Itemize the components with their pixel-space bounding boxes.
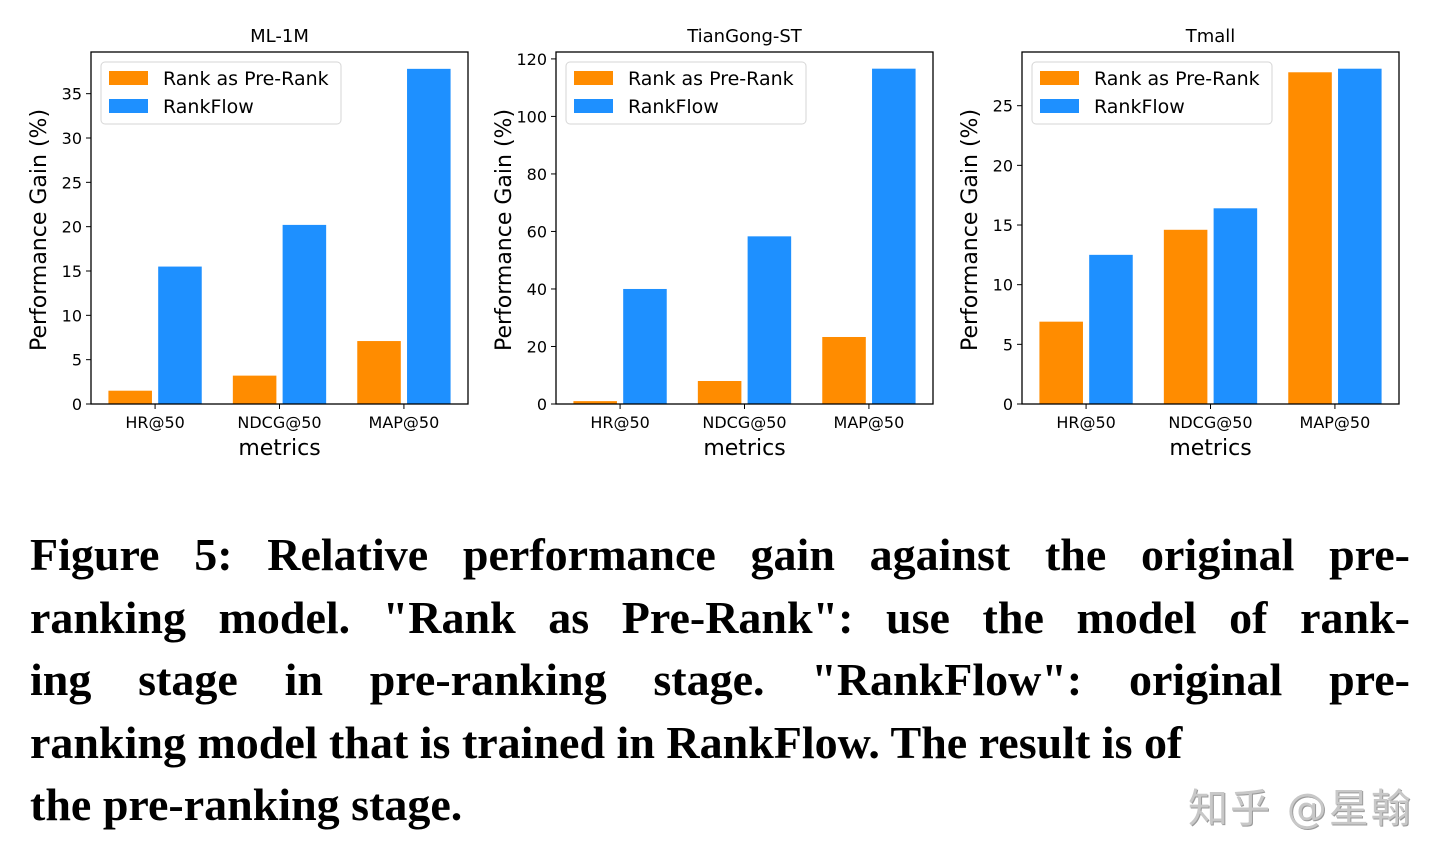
y-tick-label: 0 bbox=[72, 395, 82, 414]
legend-label: RankFlow bbox=[1094, 96, 1185, 118]
caption-line-2: ranking model. "Rank as Pre-Rank": use t… bbox=[30, 591, 1410, 643]
y-tick-label: 20 bbox=[993, 156, 1013, 175]
x-tick-label: NDCG@50 bbox=[237, 413, 321, 432]
y-axis-label: Performance Gain (%) bbox=[27, 109, 52, 351]
bar-rankflow bbox=[407, 68, 451, 404]
y-tick-label: 25 bbox=[993, 97, 1013, 116]
bar-rank-as-pre-rank bbox=[1288, 72, 1332, 405]
y-tick-label: 10 bbox=[62, 306, 82, 325]
bar-rank-as-pre-rank bbox=[697, 380, 742, 404]
x-axis-label: metrics bbox=[238, 436, 320, 461]
y-tick-label: 120 bbox=[516, 50, 547, 69]
bar-rank-as-pre-rank bbox=[573, 401, 617, 404]
x-tick-label: MAP@50 bbox=[369, 413, 440, 432]
y-tick-label: 20 bbox=[62, 218, 82, 237]
legend-label: Rank as Pre-Rank bbox=[163, 68, 329, 90]
bar-rank-as-pre-rank bbox=[1163, 229, 1208, 404]
x-tick-label: HR@50 bbox=[1056, 413, 1116, 432]
bar-rankflow bbox=[872, 68, 916, 404]
legend: Rank as Pre-Rank RankFlow bbox=[1031, 61, 1273, 125]
bar-rankflow bbox=[1089, 254, 1133, 404]
bar-rankflow bbox=[623, 288, 667, 404]
caption-line-1: Figure 5: Relative performance gain agai… bbox=[30, 529, 1410, 580]
y-tick-label: 10 bbox=[993, 276, 1013, 295]
chart-panel-1: 0 5 10 15 20 25 30 35 HR@50 NDCG@50 MAP@50 ML-1M met… bbox=[27, 26, 469, 461]
legend-box bbox=[100, 61, 342, 125]
legend-swatch-orange bbox=[109, 71, 148, 85]
x-tick-label: HR@50 bbox=[590, 413, 650, 432]
y-tick-label: 30 bbox=[62, 129, 82, 148]
caption-line-5: the pre-ranking stage. bbox=[30, 779, 463, 830]
legend-label: Rank as Pre-Rank bbox=[1094, 68, 1260, 90]
bar-rank-as-pre-rank bbox=[232, 375, 277, 404]
x-axis-label: metrics bbox=[1169, 436, 1251, 461]
legend-swatch-blue bbox=[109, 99, 148, 113]
legend-box bbox=[1031, 61, 1273, 125]
y-tick-label: 100 bbox=[516, 107, 547, 126]
caption-line-3: ing stage in pre-ranking stage. "RankFlo… bbox=[30, 654, 1410, 705]
legend: Rank as Pre-Rank RankFlow bbox=[100, 61, 342, 125]
y-axis-label: Performance Gain (%) bbox=[958, 109, 983, 351]
x-tick-label: MAP@50 bbox=[834, 413, 905, 432]
figure-charts: 0 5 10 15 20 25 30 35 HR@50 NDCG@50 MAP@50 ML-1M met… bbox=[27, 26, 1400, 461]
bar-rank-as-pre-rank bbox=[1039, 321, 1083, 404]
legend-label: RankFlow bbox=[628, 96, 719, 118]
bar-rankflow bbox=[1213, 208, 1258, 404]
y-tick-label: 15 bbox=[62, 262, 82, 281]
y-tick-label: 0 bbox=[537, 395, 547, 414]
y-tick-label: 20 bbox=[527, 337, 547, 356]
y-tick-label: 5 bbox=[1003, 335, 1013, 354]
chart-panel-3: 0 5 10 15 20 25 HR@50 NDCG@50 MAP@50 Tmall metrics… bbox=[958, 26, 1400, 461]
x-tick-label: NDCG@50 bbox=[1168, 413, 1252, 432]
legend: Rank as Pre-Rank RankFlow bbox=[565, 61, 807, 125]
y-tick-label: 40 bbox=[527, 280, 547, 299]
y-tick-label: 60 bbox=[527, 222, 547, 241]
chart-title: TianGong-ST bbox=[686, 26, 803, 47]
y-tick-label: 0 bbox=[1003, 395, 1013, 414]
y-tick-label: 5 bbox=[72, 351, 82, 370]
y-tick-label: 15 bbox=[993, 216, 1013, 235]
y-axis-label: Performance Gain (%) bbox=[492, 109, 517, 351]
y-tick-label: 25 bbox=[62, 173, 82, 192]
bar-rankflow bbox=[158, 266, 202, 404]
x-tick-label: NDCG@50 bbox=[702, 413, 786, 432]
chart-panel-2: 0 20 40 60 80 100 120 HR@50 NDCG@50 MAP@50 TianGon… bbox=[492, 26, 934, 461]
watermark-text: 知乎 @星翰 bbox=[1188, 786, 1413, 832]
legend-box bbox=[565, 61, 807, 125]
bar-rank-as-pre-rank bbox=[108, 390, 152, 404]
bar-rankflow bbox=[1338, 68, 1382, 405]
legend-swatch-orange bbox=[1040, 71, 1079, 85]
bar-rank-as-pre-rank bbox=[822, 336, 866, 404]
figure-caption: Figure 5: Relative performance gain agai… bbox=[30, 524, 1410, 837]
x-tick-label: MAP@50 bbox=[1300, 413, 1371, 432]
bar-charts-svg: 0 5 10 15 20 25 30 35 HR@50 NDCG@50 MAP@50 ML-1M met… bbox=[27, 26, 1400, 461]
x-axis-label: metrics bbox=[703, 436, 785, 461]
legend-swatch-blue bbox=[574, 99, 613, 113]
legend-label: RankFlow bbox=[163, 96, 254, 118]
bar-rankflow bbox=[282, 224, 327, 404]
chart-title: Tmall bbox=[1185, 26, 1236, 47]
legend-label: Rank as Pre-Rank bbox=[628, 68, 794, 90]
bar-rank-as-pre-rank bbox=[357, 341, 401, 404]
chart-title: ML-1M bbox=[250, 26, 309, 47]
y-tick-label: 80 bbox=[527, 165, 547, 184]
bar-rankflow bbox=[747, 236, 792, 404]
legend-swatch-orange bbox=[574, 71, 613, 85]
x-tick-label: HR@50 bbox=[125, 413, 185, 432]
y-tick-label: 35 bbox=[62, 85, 82, 104]
caption-line-4: ranking model that is trained in RankFlo… bbox=[30, 716, 1183, 768]
legend-swatch-blue bbox=[1040, 99, 1079, 113]
